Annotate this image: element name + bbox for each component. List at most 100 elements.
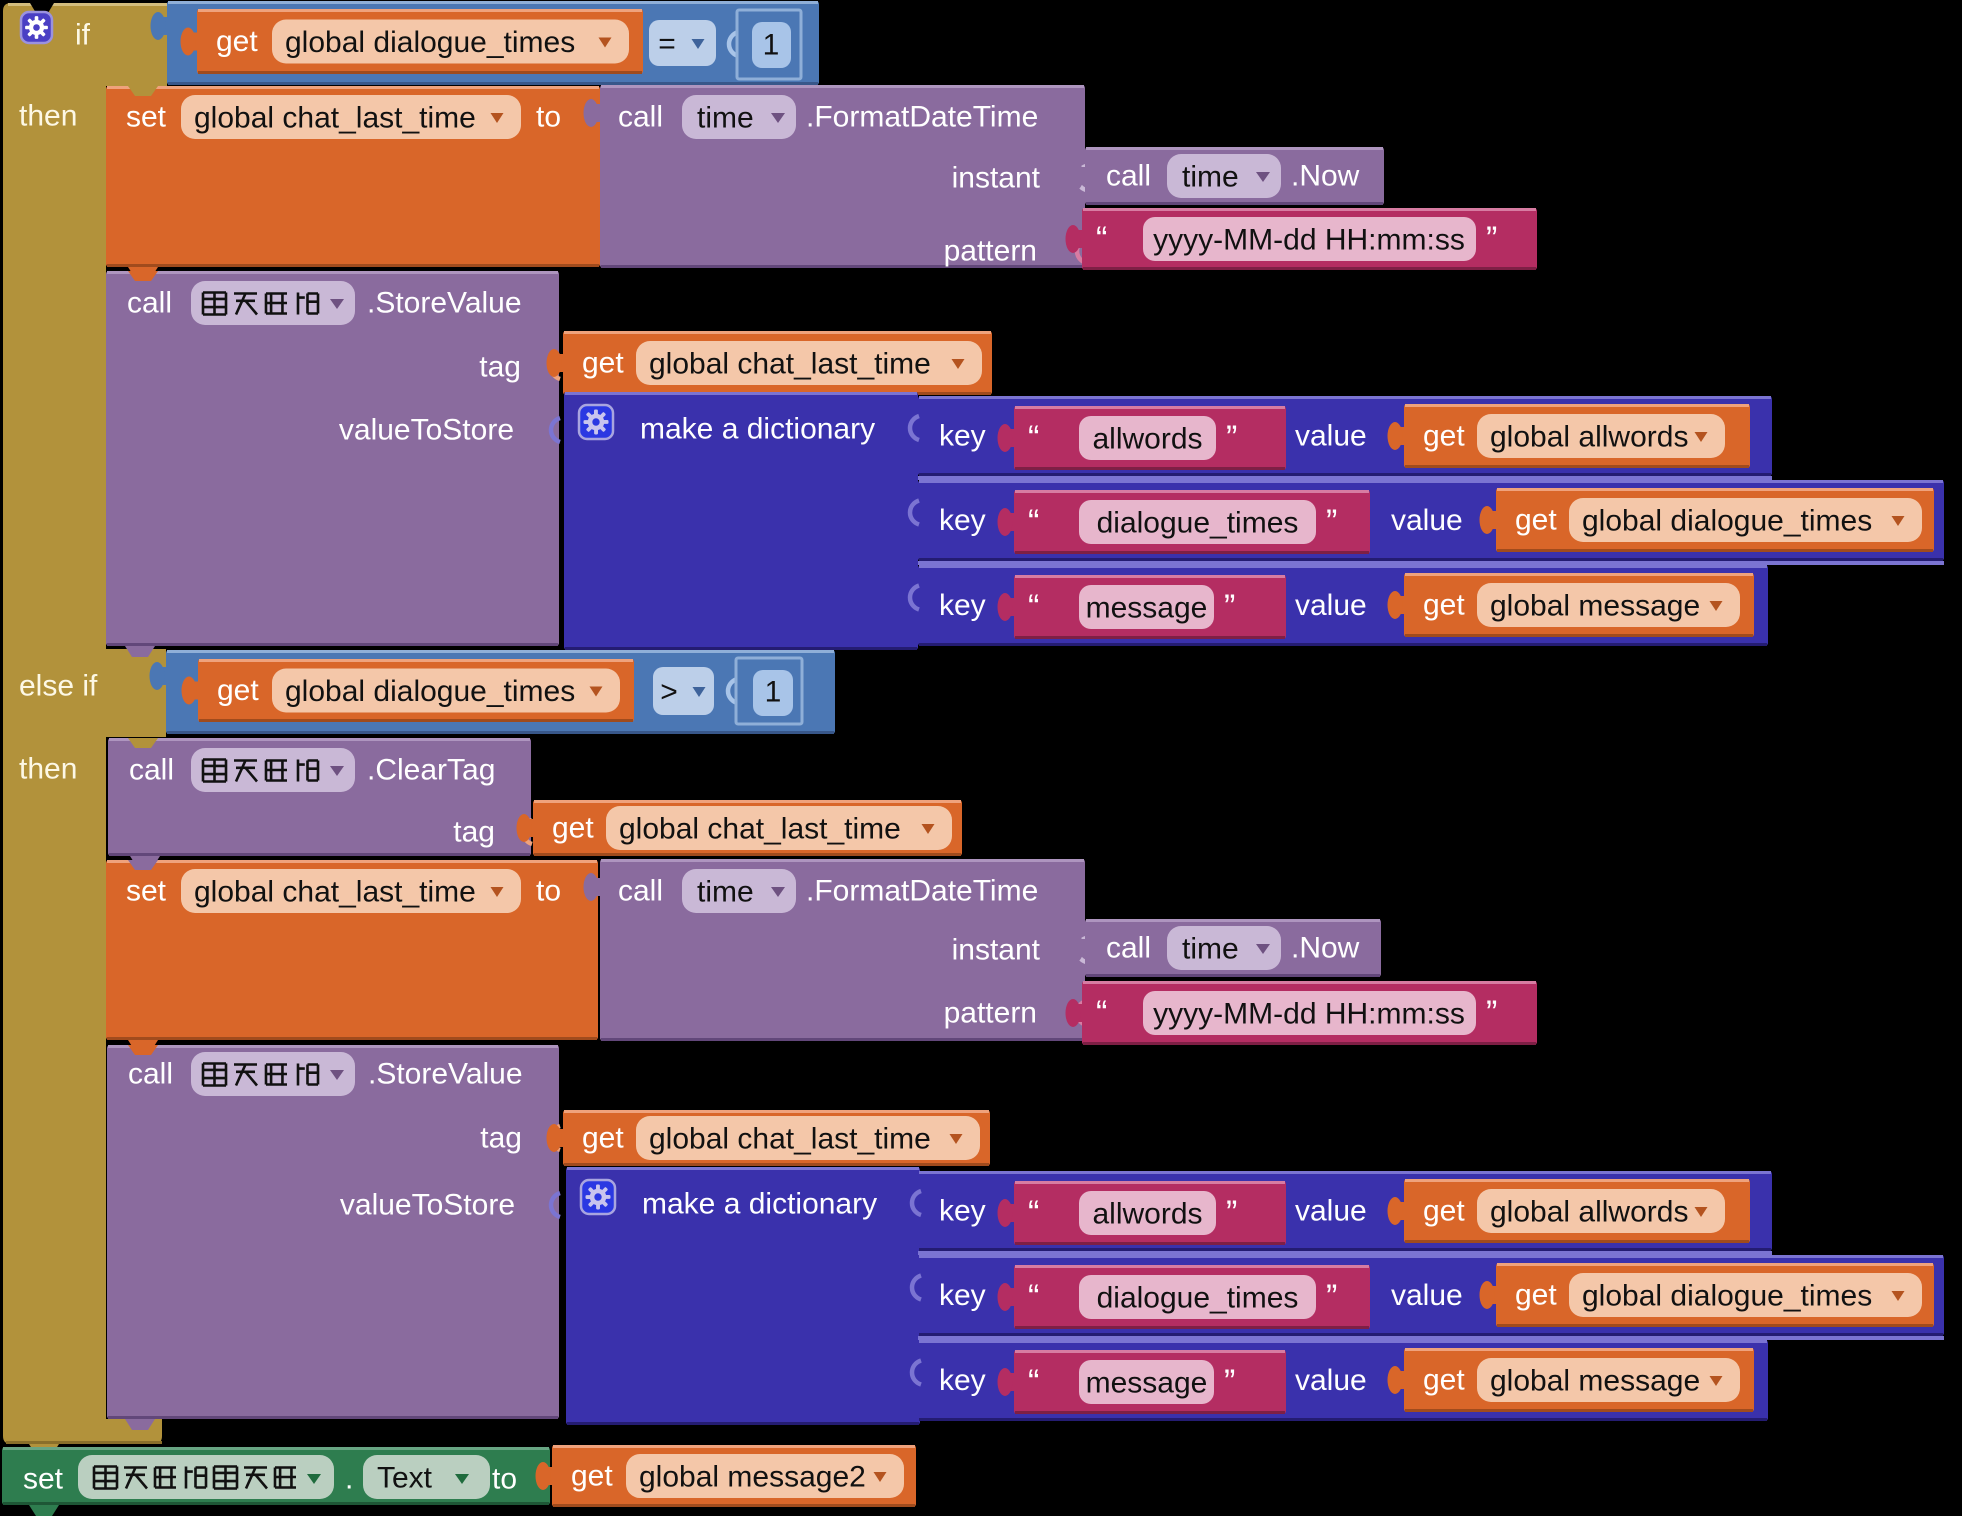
svg-text:value: value	[1295, 589, 1367, 622]
svg-text:make a dictionary: make a dictionary	[642, 1188, 877, 1221]
svg-text:.ClearTag: .ClearTag	[367, 754, 495, 787]
svg-text:global chat_last_time: global chat_last_time	[619, 813, 901, 846]
svg-text:”: ”	[1486, 220, 1497, 258]
svg-text:tag: tag	[480, 1122, 522, 1155]
svg-text:call: call	[618, 101, 663, 134]
svg-text:to: to	[492, 1463, 517, 1496]
svg-text:value: value	[1295, 1364, 1367, 1397]
svg-text:call: call	[129, 754, 174, 787]
svg-text:“: “	[1028, 419, 1039, 457]
svg-text:dialogue_times: dialogue_times	[1097, 507, 1299, 540]
svg-text:get: get	[1515, 504, 1557, 537]
svg-text:pattern: pattern	[944, 235, 1037, 268]
svg-text:tag: tag	[479, 351, 521, 384]
svg-text:value: value	[1295, 420, 1367, 453]
svg-text:.StoreValue: .StoreValue	[367, 287, 522, 320]
svg-text:”: ”	[1326, 1278, 1337, 1316]
svg-text:if: if	[75, 19, 91, 52]
svg-text:to: to	[536, 875, 561, 908]
svg-text:1: 1	[763, 29, 780, 62]
svg-text:time: time	[1182, 933, 1239, 966]
svg-text:”: ”	[1224, 588, 1235, 626]
svg-text:valueToStore: valueToStore	[339, 414, 514, 447]
svg-text:global dialogue_times: global dialogue_times	[1582, 1280, 1872, 1313]
svg-text:.FormatDateTime: .FormatDateTime	[806, 875, 1038, 908]
svg-text:global dialogue_times: global dialogue_times	[285, 26, 575, 59]
svg-text:key: key	[939, 1195, 986, 1228]
svg-text:Text: Text	[377, 1462, 433, 1495]
svg-text:get: get	[1423, 420, 1465, 453]
svg-text:make a dictionary: make a dictionary	[640, 413, 875, 446]
svg-text:call: call	[618, 875, 663, 908]
svg-text:time: time	[697, 102, 754, 135]
svg-text:global chat_last_time: global chat_last_time	[194, 876, 476, 909]
svg-text:call: call	[127, 287, 172, 320]
svg-text:.Now: .Now	[1291, 932, 1360, 965]
svg-text:“: “	[1028, 588, 1039, 626]
svg-text:global message: global message	[1490, 1365, 1700, 1398]
svg-text:”: ”	[1224, 1363, 1235, 1401]
svg-text:global allwords: global allwords	[1490, 421, 1688, 454]
svg-text:key: key	[939, 589, 986, 622]
svg-text:message: message	[1086, 1367, 1208, 1400]
svg-text:”: ”	[1486, 994, 1497, 1032]
svg-text:”: ”	[1326, 503, 1337, 541]
svg-text:global dialogue_times: global dialogue_times	[285, 675, 575, 708]
svg-text:call: call	[128, 1058, 173, 1091]
svg-text:dialogue_times: dialogue_times	[1097, 1282, 1299, 1315]
svg-text:“: “	[1028, 1194, 1039, 1232]
svg-text:global message: global message	[1490, 590, 1700, 623]
svg-text:get: get	[582, 1122, 624, 1155]
svg-text:get: get	[216, 25, 258, 58]
svg-text:message: message	[1086, 592, 1208, 625]
svg-text:.StoreValue: .StoreValue	[368, 1058, 523, 1091]
svg-text:get: get	[1423, 589, 1465, 622]
svg-text:>: >	[660, 676, 678, 709]
svg-text:.Now: .Now	[1291, 160, 1360, 193]
svg-text:global chat_last_time: global chat_last_time	[649, 348, 931, 381]
svg-text:yyyy-MM-dd HH:mm:ss: yyyy-MM-dd HH:mm:ss	[1153, 998, 1465, 1031]
svg-text:instant: instant	[952, 162, 1041, 195]
svg-text:tag: tag	[453, 816, 495, 849]
svg-text:value: value	[1391, 504, 1463, 537]
svg-text:global chat_last_time: global chat_last_time	[194, 102, 476, 135]
svg-text:time: time	[1182, 161, 1239, 194]
svg-text:.FormatDateTime: .FormatDateTime	[806, 101, 1038, 134]
svg-text:get: get	[552, 812, 594, 845]
svg-text:“: “	[1096, 994, 1107, 1032]
svg-text:“: “	[1096, 220, 1107, 258]
svg-text:”: ”	[1226, 419, 1237, 457]
svg-text:.: .	[345, 1463, 353, 1496]
svg-text:set: set	[126, 101, 167, 134]
svg-text:key: key	[939, 504, 986, 537]
svg-text:“: “	[1028, 1363, 1039, 1401]
svg-text:global message2: global message2	[639, 1461, 866, 1494]
svg-text:get: get	[571, 1460, 613, 1493]
svg-text:get: get	[1423, 1195, 1465, 1228]
svg-text:set: set	[126, 875, 167, 908]
svg-text:global allwords: global allwords	[1490, 1196, 1688, 1229]
svg-text:to: to	[536, 101, 561, 134]
svg-text:get: get	[582, 347, 624, 380]
svg-text:“: “	[1028, 1278, 1039, 1316]
svg-text:key: key	[939, 420, 986, 453]
svg-text:global dialogue_times: global dialogue_times	[1582, 505, 1872, 538]
svg-text:call: call	[1106, 932, 1151, 965]
svg-text:pattern: pattern	[944, 997, 1037, 1030]
svg-text:“: “	[1028, 503, 1039, 541]
svg-text:set: set	[23, 1463, 64, 1496]
svg-text:”: ”	[1226, 1194, 1237, 1232]
svg-text:else if: else if	[19, 670, 98, 703]
svg-text:key: key	[939, 1364, 986, 1397]
svg-text:key: key	[939, 1279, 986, 1312]
svg-text:allwords: allwords	[1092, 423, 1202, 456]
svg-text:instant: instant	[952, 934, 1041, 967]
svg-text:yyyy-MM-dd HH:mm:ss: yyyy-MM-dd HH:mm:ss	[1153, 224, 1465, 257]
svg-text:then: then	[19, 753, 77, 786]
svg-text:get: get	[1423, 1364, 1465, 1397]
svg-text:value: value	[1295, 1195, 1367, 1228]
svg-text:call: call	[1106, 160, 1151, 193]
svg-text:=: =	[658, 28, 676, 61]
svg-text:get: get	[1515, 1279, 1557, 1312]
svg-text:time: time	[697, 876, 754, 909]
